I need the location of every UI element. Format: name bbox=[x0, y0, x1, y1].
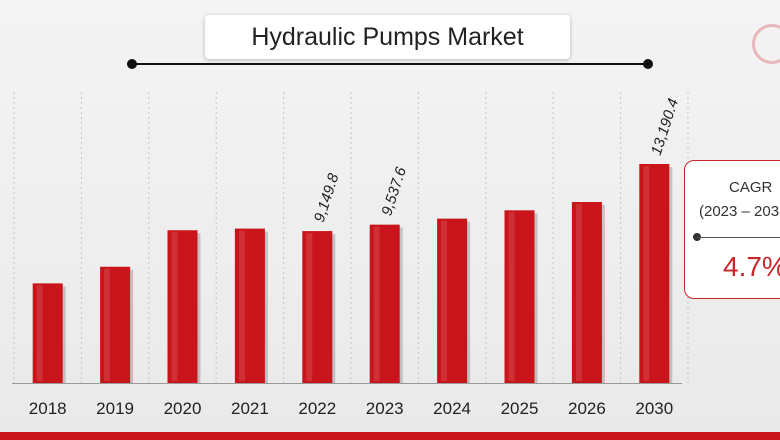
bar bbox=[571, 202, 602, 383]
x-tick-label: 2030 bbox=[635, 399, 673, 418]
bar-highlight bbox=[306, 233, 313, 381]
bottom-accent-bar bbox=[0, 432, 780, 440]
x-tick-label: 2018 bbox=[29, 399, 67, 418]
title-line-right-dot bbox=[643, 59, 653, 69]
cagr-divider bbox=[697, 237, 780, 238]
bar bbox=[100, 266, 131, 383]
cagr-card: CAGR (2023 – 2032) 4.7% bbox=[684, 160, 780, 299]
bar bbox=[234, 228, 265, 383]
bar-highlight bbox=[104, 268, 111, 381]
x-tick-label: 2019 bbox=[96, 399, 134, 418]
bar-highlight bbox=[171, 232, 178, 381]
x-tick-label: 2025 bbox=[501, 399, 539, 418]
bar-highlight bbox=[643, 166, 650, 381]
bar bbox=[32, 283, 63, 383]
bar-highlight bbox=[575, 204, 582, 381]
bar-highlight bbox=[508, 212, 515, 381]
bar-highlight bbox=[441, 220, 448, 381]
bar bbox=[369, 224, 400, 383]
brand-logo-icon bbox=[752, 24, 780, 64]
bar-highlight bbox=[36, 285, 43, 381]
cagr-period: (2023 – 2032) bbox=[699, 203, 780, 220]
bar-highlight bbox=[238, 230, 245, 381]
bar bbox=[302, 231, 333, 383]
x-tick-label: 2020 bbox=[164, 399, 202, 418]
bar bbox=[437, 218, 468, 383]
x-tick-label: 2023 bbox=[366, 399, 404, 418]
cagr-label: CAGR bbox=[729, 179, 773, 196]
title-line-left-dot bbox=[127, 59, 137, 69]
chart-title: Hydraulic Pumps Market bbox=[205, 15, 570, 59]
bar bbox=[639, 164, 670, 383]
x-tick-label: 2024 bbox=[433, 399, 471, 418]
title-underline bbox=[132, 63, 648, 65]
data-label: 9,149.8 bbox=[311, 171, 343, 224]
chart-title-text: Hydraulic Pumps Market bbox=[251, 22, 524, 51]
x-tick-label: 2021 bbox=[231, 399, 269, 418]
bar-highlight bbox=[373, 226, 380, 381]
data-label: 13,190.4 bbox=[648, 96, 682, 157]
bar bbox=[167, 230, 198, 383]
bar bbox=[504, 210, 535, 383]
cagr-value: 4.7% bbox=[723, 251, 780, 282]
x-tick-label: 2022 bbox=[298, 399, 336, 418]
data-label: 9,537.6 bbox=[378, 164, 410, 217]
x-tick-label: 2026 bbox=[568, 399, 606, 418]
